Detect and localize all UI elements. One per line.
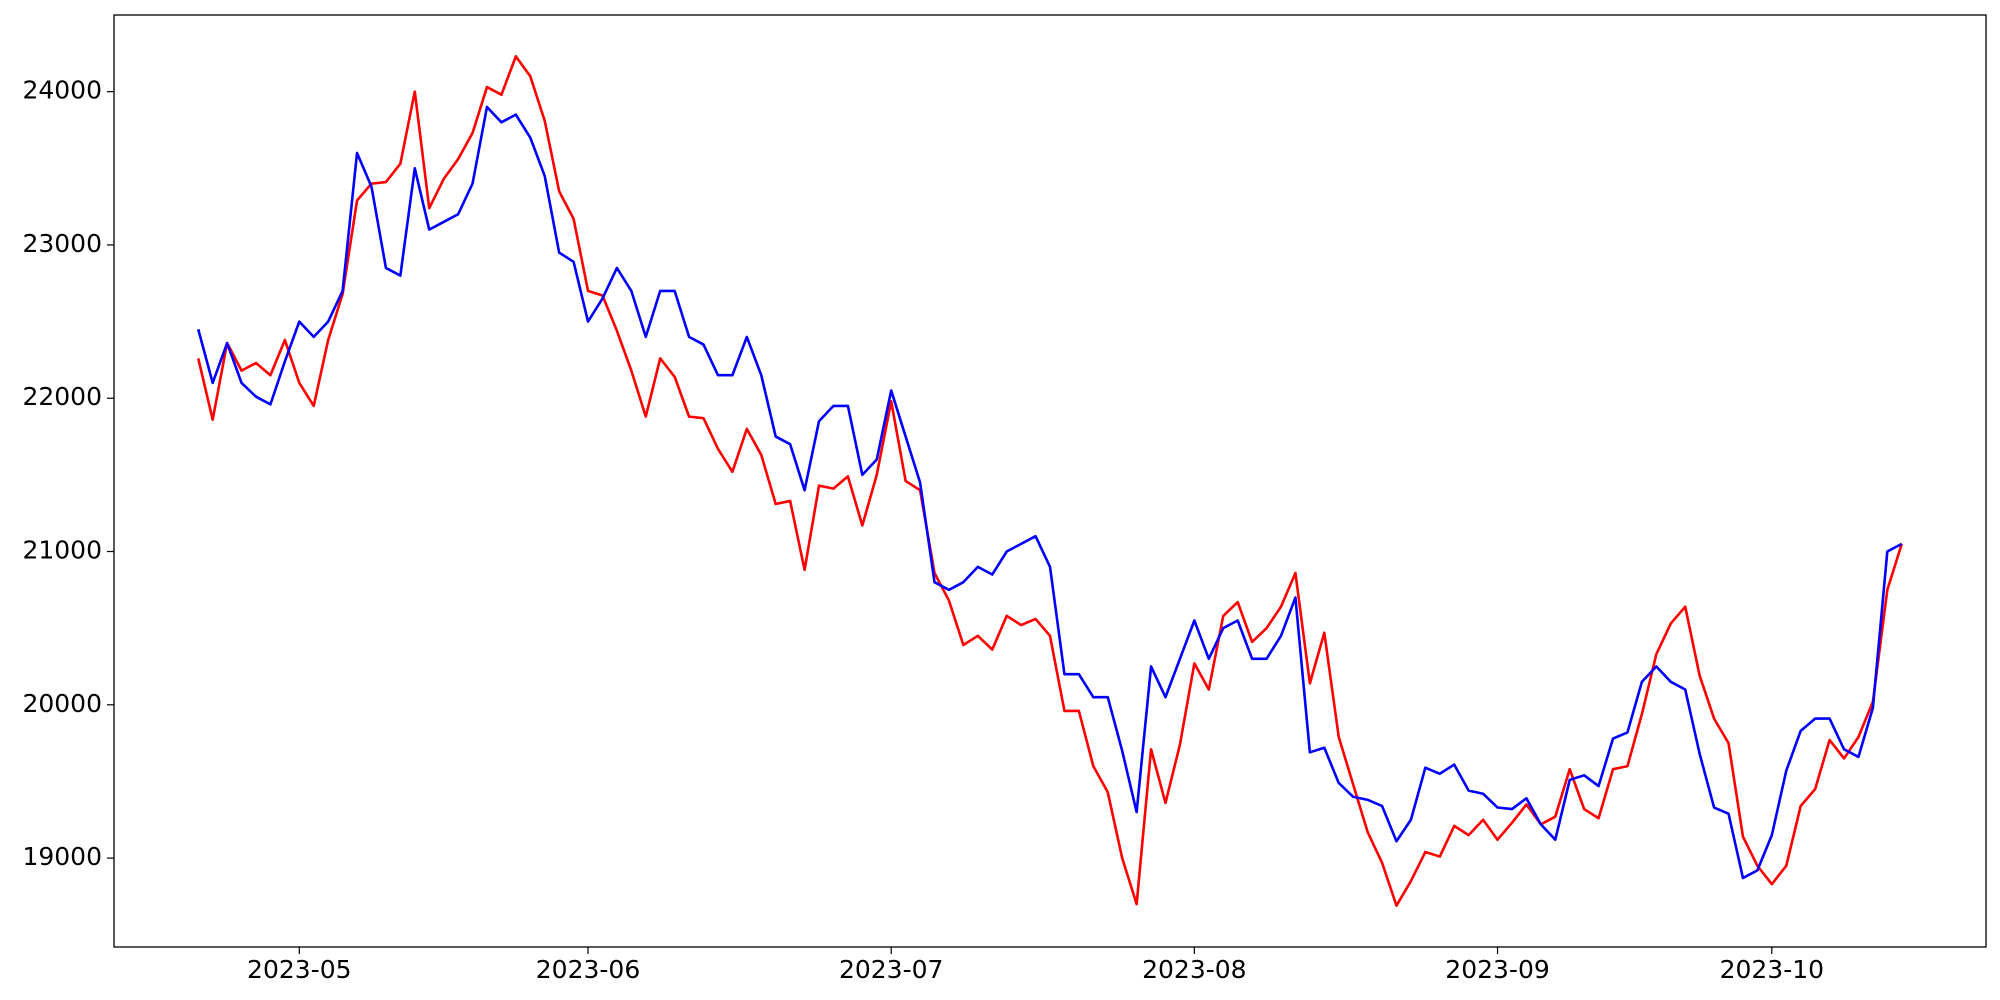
plot-frame xyxy=(113,14,1987,948)
x-tick-label: 2023-06 xyxy=(536,955,640,984)
y-tick-label: 21000 xyxy=(22,536,102,565)
y-tick-label: 20000 xyxy=(22,689,102,718)
x-tick-label: 2023-08 xyxy=(1142,955,1246,984)
y-tick-label: 24000 xyxy=(22,76,102,105)
y-tick-label: 19000 xyxy=(22,842,102,871)
data-line xyxy=(196,55,1904,907)
x-tick-label: 2023-07 xyxy=(839,955,943,984)
x-tick-label: 2023-05 xyxy=(247,955,351,984)
y-tick-label: 22000 xyxy=(22,382,102,411)
x-tick-label: 2023-09 xyxy=(1445,955,1549,984)
y-tick-label: 23000 xyxy=(22,229,102,258)
x-tick-label: 2023-10 xyxy=(1720,955,1824,984)
data-line xyxy=(196,105,1903,880)
